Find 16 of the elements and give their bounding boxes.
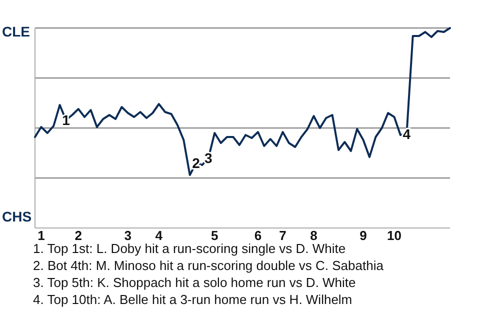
text: 1. Top 1st: L. Doby hit a run-scoring single vs D. White: [33, 241, 346, 256]
x-tick-label: 8: [310, 228, 318, 244]
x-tick-label: 10: [387, 228, 402, 244]
x-tick-label: 3: [124, 228, 132, 244]
x-tick-label: 4: [155, 228, 164, 244]
text: CLE: [2, 24, 30, 40]
x-tick-label: 6: [254, 228, 262, 244]
text: CHS: [2, 208, 32, 225]
x-tick-label: 2: [74, 228, 82, 244]
x-tick-label: 5: [211, 228, 218, 244]
x-tick-label: 1: [38, 228, 45, 244]
text: 3. Top 5th: K. Shoppach hit a solo home run vs D. White: [33, 275, 356, 290]
text: 4. Top 10th: A. Belle hit a 3-run home run vs H. Wilhelm: [33, 292, 352, 307]
x-tick-label: 7: [279, 228, 286, 244]
text: 2. Bot 4th: M. Minoso hit a run-scoring double vs C. Sabathia: [33, 258, 384, 273]
x-tick-label: 9: [360, 228, 367, 244]
